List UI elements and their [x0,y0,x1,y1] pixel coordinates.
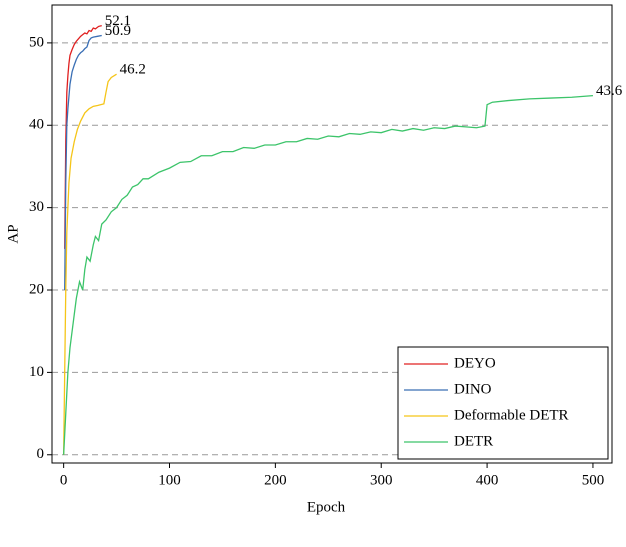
series-line [62,94,593,455]
plot-frame [51,4,613,464]
x-tick-label: 300 [370,472,393,488]
end-label: 52.1 [105,13,131,29]
series-line [62,73,117,455]
y-tick-label: 20 [29,281,44,297]
x-tick-label: 500 [582,472,605,488]
end-label: 50.9 [105,23,131,39]
legend-label: Deformable DETR [454,407,569,423]
series-line [64,24,102,249]
y-axis-label: AP [5,224,21,243]
y-tick-label: 40 [29,117,44,133]
y-tick-label: 30 [29,199,44,215]
end-label: 46.2 [120,62,146,78]
end-label: 43.6 [596,83,623,99]
legend-box [397,346,609,460]
series-line [64,34,102,291]
y-tick-label: 50 [29,34,44,50]
x-tick-label: 100 [158,472,181,488]
y-tick-label: 0 [37,446,45,462]
x-tick-label: 200 [264,472,287,488]
legend-label: DETR [454,433,493,449]
legend-label: DEYO [454,355,496,371]
x-axis-label: Epoch [307,499,346,515]
legend-label: DINO [454,381,492,397]
y-tick-label: 10 [29,364,44,380]
x-tick-label: 400 [476,472,499,488]
x-tick-label: 0 [60,472,68,488]
